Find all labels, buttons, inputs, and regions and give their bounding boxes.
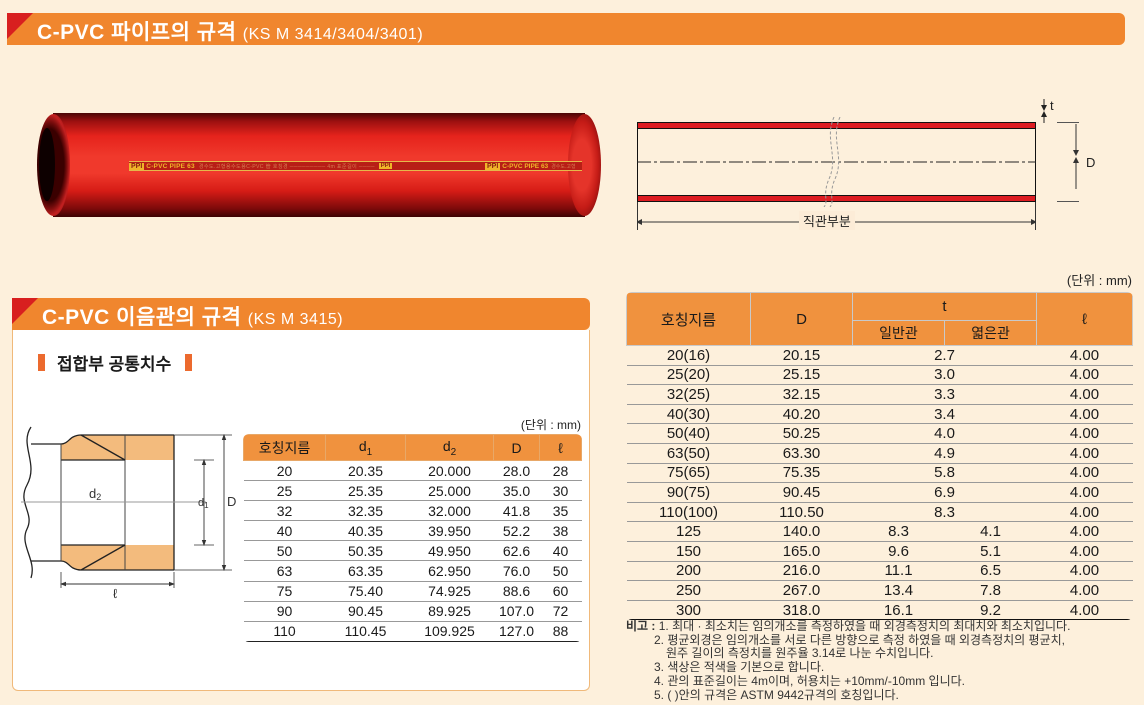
svg-text:d1: d1 [198,497,209,510]
svg-text:d2: d2 [89,486,101,502]
svg-text:ℓ: ℓ [113,586,118,600]
svg-text:D: D [227,494,236,509]
